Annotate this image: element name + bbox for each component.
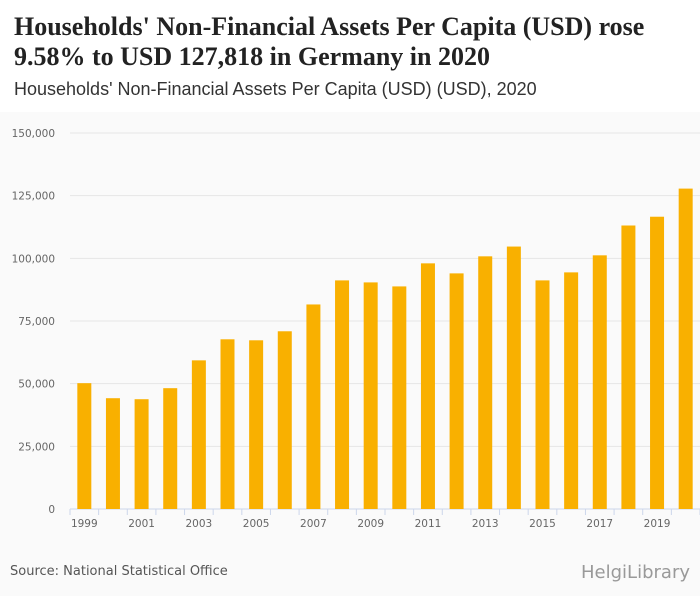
- x-tick-label: 2001: [128, 518, 155, 530]
- x-tick-label: 2005: [243, 518, 270, 530]
- bar-2005: [249, 340, 264, 509]
- x-tick-label: 2017: [586, 518, 613, 530]
- y-tick-label: 125,000: [12, 191, 55, 203]
- bar-2020: [678, 188, 693, 509]
- source-note: Source: National Statistical Office: [10, 564, 228, 579]
- y-tick-label: 150,000: [12, 128, 55, 140]
- chart-header: Households' Non-Financial Assets Per Cap…: [0, 0, 700, 112]
- bar-2014: [506, 246, 521, 509]
- chart-subtitle: Households' Non-Financial Assets Per Cap…: [14, 79, 537, 99]
- x-tick-label: 2003: [185, 518, 212, 530]
- x-tick-label: 2013: [472, 518, 499, 530]
- y-tick-label: 25,000: [18, 441, 55, 453]
- x-tick-label: 2007: [300, 518, 327, 530]
- x-tick-label: 2011: [415, 518, 442, 530]
- x-tick-label: 2019: [644, 518, 671, 530]
- x-tick-label: 2009: [357, 518, 384, 530]
- bar-1999: [77, 383, 92, 509]
- bar-2018: [621, 225, 636, 509]
- bar-2017: [592, 255, 607, 509]
- bar-2011: [420, 263, 435, 509]
- bar-2015: [535, 280, 550, 509]
- helgilibrary-logo[interactable]: HelgiLibrary: [581, 562, 690, 583]
- bar-2009: [363, 282, 378, 509]
- bar-2003: [191, 360, 206, 509]
- bar-2016: [564, 272, 579, 509]
- bar-2010: [392, 286, 407, 509]
- bar-2004: [220, 339, 235, 509]
- bar-2002: [163, 388, 178, 509]
- bar-2006: [277, 331, 292, 509]
- bar-2007: [306, 304, 321, 509]
- bar-2019: [650, 216, 665, 509]
- y-tick-label: 75,000: [18, 316, 55, 328]
- bar-2001: [134, 399, 149, 509]
- bar-2000: [105, 398, 120, 509]
- bar-2008: [335, 280, 350, 509]
- chart-title: Households' Non-Financial Assets Per Cap…: [14, 12, 645, 71]
- y-tick-label: 0: [48, 504, 55, 516]
- y-tick-label: 100,000: [12, 253, 55, 265]
- x-tick-label: 2015: [529, 518, 556, 530]
- x-tick-label: 1999: [71, 518, 98, 530]
- y-tick-label: 50,000: [18, 379, 55, 391]
- bar-chart: 0 25,000 50,000 75,000 100,000 125,000 150,000…: [12, 128, 700, 530]
- bar-2013: [478, 256, 493, 509]
- bar-2012: [449, 273, 464, 509]
